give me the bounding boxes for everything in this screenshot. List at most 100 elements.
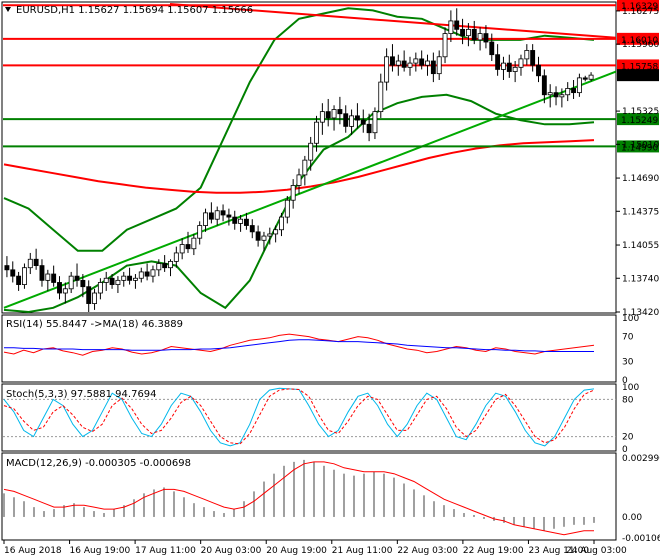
candle-body xyxy=(27,258,33,269)
candle-body xyxy=(144,271,150,277)
candle-body xyxy=(103,277,109,283)
candle-body xyxy=(401,60,407,68)
macd-tick-label: 0.00 xyxy=(622,513,642,523)
candle-body xyxy=(471,28,477,41)
candle-body xyxy=(267,233,273,237)
price-tick-label: 1.15010 xyxy=(622,140,659,150)
candle-body xyxy=(62,288,68,294)
candle-body xyxy=(378,81,384,113)
candle-body xyxy=(565,88,571,96)
candle-body xyxy=(97,282,103,294)
candle-body xyxy=(413,58,419,64)
price-tag-1.16329 xyxy=(617,0,659,12)
candle-body xyxy=(74,275,80,281)
rsi-label: RSI(14) 55.8447 ->MA(18) 46.3889 xyxy=(6,319,183,330)
candle-body xyxy=(308,142,314,161)
stoch-label: Stoch(5,3,3) 97.5881 94.7694 xyxy=(6,389,157,400)
current-price-tag xyxy=(617,69,659,82)
candle-body xyxy=(232,216,238,224)
candle-body xyxy=(483,33,489,43)
price-tag-1.16010 xyxy=(617,32,659,45)
candle-body xyxy=(576,77,582,94)
candle-body xyxy=(92,292,97,304)
candle-body xyxy=(57,282,62,294)
candle-body xyxy=(489,41,495,56)
price-tick-label: 1.14055 xyxy=(622,241,659,251)
price-tag-1.14990 xyxy=(617,140,659,153)
trend-support-line xyxy=(3,70,617,309)
candle-body xyxy=(512,66,518,72)
candle-body xyxy=(127,275,133,281)
price-tag-label: 1.16329 xyxy=(621,2,658,12)
candle-body xyxy=(547,92,553,96)
candle-body xyxy=(185,244,191,250)
header-triangle-icon xyxy=(5,7,11,12)
candle-body xyxy=(191,237,197,250)
macd-tick-label: -0.001069 xyxy=(622,534,660,544)
candle-body xyxy=(150,269,156,277)
time-tick-label: 16 Aug 19:00 xyxy=(70,546,131,556)
candle-body xyxy=(86,286,92,304)
candle-body xyxy=(465,28,471,37)
stoch-layer xyxy=(3,387,616,447)
stoch-tick-label: 80 xyxy=(622,395,634,405)
candle-body xyxy=(273,229,279,235)
candle-body xyxy=(477,33,483,41)
candle-body xyxy=(524,50,530,60)
candle-body xyxy=(372,111,378,134)
candle-body xyxy=(39,265,45,281)
stoch-signal-line xyxy=(3,388,595,445)
rsi-line xyxy=(3,333,595,356)
price-tag-label: 1.14990 xyxy=(621,143,658,153)
candle-body xyxy=(559,94,565,98)
time-tick-label: 21 Aug 11:00 xyxy=(332,546,393,556)
candle-body xyxy=(302,159,308,176)
candle-body xyxy=(45,273,51,281)
axes-layer: 1.16329 1.16010 1.15758 1.15249 1.14990 1.162… xyxy=(3,0,660,556)
rsi-tick-label: 0 xyxy=(622,376,628,386)
candle-body xyxy=(214,210,220,220)
price-tick-label: 1.16275 xyxy=(622,7,659,17)
price-tag-label: 1.15249 xyxy=(621,116,658,126)
candle-body xyxy=(255,231,261,241)
rsi-tick-label: 100 xyxy=(622,314,639,324)
price-tag-1.15249 xyxy=(617,113,659,126)
candle-body xyxy=(536,64,541,77)
price-tick-label: 1.15960 xyxy=(622,40,659,50)
macd-layer xyxy=(3,459,595,536)
candle-body xyxy=(132,277,138,281)
stoch-tick-label: 100 xyxy=(622,383,639,393)
candle-body xyxy=(261,235,267,241)
candle-body xyxy=(407,62,413,68)
candle-body xyxy=(51,273,57,283)
candle-body xyxy=(541,75,547,96)
candle-body xyxy=(419,58,425,66)
stoch-tick-label: 20 xyxy=(622,433,634,443)
rsi-tick-label: 30 xyxy=(622,357,634,367)
candle-body xyxy=(553,92,559,98)
candle-body xyxy=(390,56,395,66)
time-tick-label: 24 Aug 03:00 xyxy=(566,546,627,556)
chart-header: EURUSD,H1 1.15627 1.15694 1.15607 1.1566… xyxy=(16,5,253,16)
candle-body xyxy=(454,20,460,30)
candle-body xyxy=(506,62,512,72)
candle-body xyxy=(343,113,349,127)
candle-body xyxy=(33,258,39,266)
candle-body xyxy=(115,279,121,285)
candle-body xyxy=(284,199,290,218)
candle-body xyxy=(337,109,343,115)
macd-panel-frame xyxy=(1,452,617,541)
current-price-label: 1.15666 xyxy=(621,72,658,82)
candle-body xyxy=(16,275,22,285)
candle-body xyxy=(179,244,185,254)
candle-body xyxy=(208,212,214,220)
candle-body xyxy=(354,115,360,121)
candle-body xyxy=(495,54,501,70)
candle-body xyxy=(109,277,115,285)
candle-body xyxy=(22,267,27,285)
candle-body xyxy=(360,119,366,125)
candle-body xyxy=(430,60,436,75)
price-tag-label: 1.15758 xyxy=(621,62,658,72)
